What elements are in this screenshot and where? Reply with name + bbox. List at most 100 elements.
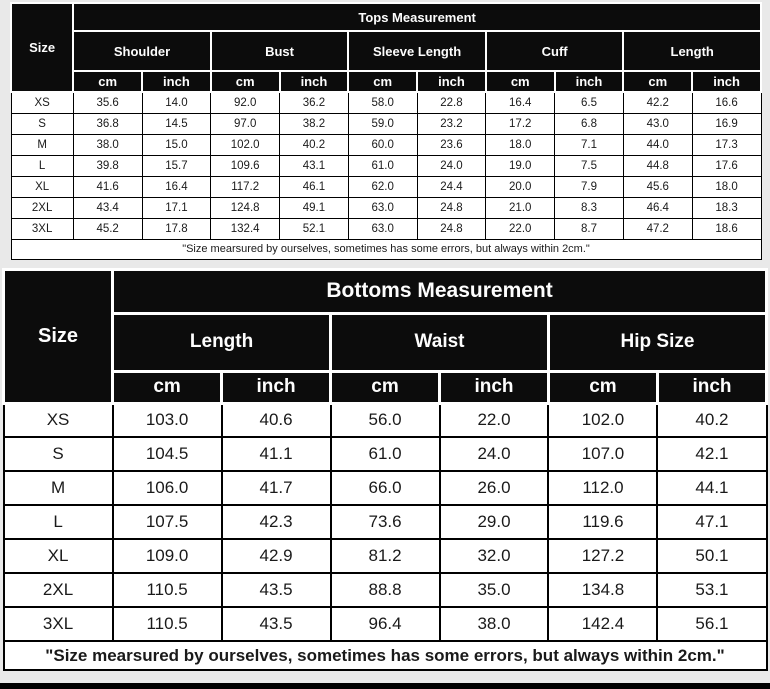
tops-table-title: Tops Measurement [72,2,762,32]
measurement-value-cell: 41.1 [220,436,332,472]
table-row: M 38.0 15.0 102.0 40.2 60.0 23.6 18.0 7.1 44.0 17.… [10,133,762,156]
measurement-value-cell: 26.0 [438,470,550,506]
measurement-value-cell: 96.4 [329,606,441,642]
measurement-value-cell: 46.1 [279,175,349,198]
size-cell: S [2,436,114,472]
measurement-value-cell: 20.0 [485,175,556,198]
bottoms-unit-header: inch [655,369,769,405]
tops-measurement-note: "Size mearsured by ourselves, sometimes … [10,238,762,260]
measurement-value-cell: 6.8 [554,112,624,135]
bottoms-measurement-table: Size Bottoms Measurement Length Waist Hi… [1,267,769,671]
table-row: XS 35.6 14.0 92.0 36.2 58.0 22.8 16.4 6.5 42.2 16.… [10,91,762,114]
measurement-value-cell: 44.0 [622,133,693,156]
measurement-value-cell: 44.8 [622,154,693,177]
size-cell: XL [2,538,114,574]
table-row: XS 103.0 40.6 56.0 22.0 102.0 40.2 [2,402,768,438]
measurement-value-cell: 47.1 [656,504,768,540]
measurement-value-cell: 45.6 [622,175,693,198]
measurement-value-cell: 43.4 [72,196,143,219]
measurement-value-cell: 16.4 [141,175,212,198]
measurement-value-cell: 42.2 [622,91,693,114]
size-cell: XS [10,91,74,114]
tops-unit-header: cm [347,70,419,93]
measurement-value-cell: 53.1 [656,572,768,608]
measurement-value-cell: 107.5 [111,504,223,540]
size-cell: 3XL [2,606,114,642]
measurement-value-cell: 110.5 [111,572,223,608]
tops-unit-header: cm [622,70,694,93]
table-row: 2XL 43.4 17.1 124.8 49.1 63.0 24.8 21.0 8.3 46.4 1… [10,196,762,219]
measurement-value-cell: 56.1 [656,606,768,642]
table-row: L 107.5 42.3 73.6 29.0 119.6 47.1 [2,504,768,540]
measurement-value-cell: 14.5 [141,112,212,135]
tops-group-bust: Bust [209,30,350,72]
measurement-value-cell: 18.0 [485,133,556,156]
measurement-value-cell: 29.0 [438,504,550,540]
measurement-value-cell: 22.0 [438,402,550,438]
measurement-value-cell: 52.1 [279,217,349,240]
measurement-value-cell: 97.0 [210,112,281,135]
measurement-value-cell: 38.0 [438,606,550,642]
measurement-value-cell: 16.6 [691,91,762,114]
tops-unit-header: inch [691,70,762,93]
measurement-value-cell: 43.1 [279,154,349,177]
measurement-value-cell: 36.8 [72,112,143,135]
measurement-value-cell: 41.6 [72,175,143,198]
measurement-value-cell: 81.2 [329,538,441,574]
tops-unit-header: inch [278,70,350,93]
measurement-value-cell: 47.2 [622,217,693,240]
tops-size-header: Size [9,2,75,93]
tops-group-length: Length [622,30,762,72]
measurement-value-cell: 44.1 [656,470,768,506]
measurement-value-cell: 106.0 [111,470,223,506]
measurement-value-cell: 17.8 [141,217,212,240]
measurement-value-cell: 15.7 [141,154,212,177]
measurement-value-cell: 112.0 [547,470,659,506]
bottoms-unit-header: cm [111,369,224,405]
measurement-value-cell: 40.6 [220,402,332,438]
measurement-value-cell: 24.0 [416,154,487,177]
measurement-value-cell: 109.0 [111,538,223,574]
table-row: S 104.5 41.1 61.0 24.0 107.0 42.1 [2,436,768,472]
measurement-value-cell: 18.0 [691,175,762,198]
tops-group-cuff: Cuff [484,30,625,72]
measurement-value-cell: 107.0 [547,436,659,472]
measurement-value-cell: 43.0 [622,112,693,135]
measurement-value-cell: 119.6 [547,504,659,540]
measurement-value-cell: 19.0 [485,154,556,177]
bottoms-size-chart-section: Size Bottoms Measurement Length Waist Hi… [1,267,769,671]
size-cell: S [10,112,74,135]
bottoms-group-length: Length [111,311,333,373]
tops-unit-header: cm [72,70,144,93]
bottom-divider-strip [0,683,770,689]
measurement-value-cell: 104.5 [111,436,223,472]
bottoms-unit-header: cm [546,369,659,405]
measurement-value-cell: 15.0 [141,133,212,156]
size-cell: 2XL [10,196,74,219]
measurement-value-cell: 127.2 [547,538,659,574]
table-row: 2XL 110.5 43.5 88.8 35.0 134.8 53.1 [2,572,768,608]
measurement-value-cell: 18.3 [691,196,762,219]
measurement-value-cell: 7.9 [554,175,624,198]
tops-unit-header: inch [416,70,487,93]
measurement-value-cell: 35.6 [72,91,143,114]
measurement-value-cell: 17.6 [691,154,762,177]
measurement-value-cell: 45.2 [72,217,143,240]
tops-size-chart-section: Size Tops Measurement Shoulder Bust Slee… [0,0,770,260]
table-row: M 106.0 41.7 66.0 26.0 112.0 44.1 [2,470,768,506]
measurement-value-cell: 36.2 [279,91,349,114]
bottoms-unit-header: inch [438,369,550,405]
size-cell: XL [10,175,74,198]
measurement-value-cell: 24.0 [438,436,550,472]
measurement-value-cell: 42.3 [220,504,332,540]
measurement-value-cell: 22.0 [485,217,556,240]
measurement-value-cell: 49.1 [279,196,349,219]
measurement-value-cell: 8.3 [554,196,624,219]
measurement-value-cell: 43.5 [220,606,332,642]
measurement-value-cell: 73.6 [329,504,441,540]
measurement-value-cell: 61.0 [347,154,418,177]
table-row: XL 41.6 16.4 117.2 46.1 62.0 24.4 20.0 7.9 45.6 18… [10,175,762,198]
measurement-value-cell: 63.0 [347,217,418,240]
measurement-value-cell: 35.0 [438,572,550,608]
measurement-value-cell: 40.2 [279,133,349,156]
